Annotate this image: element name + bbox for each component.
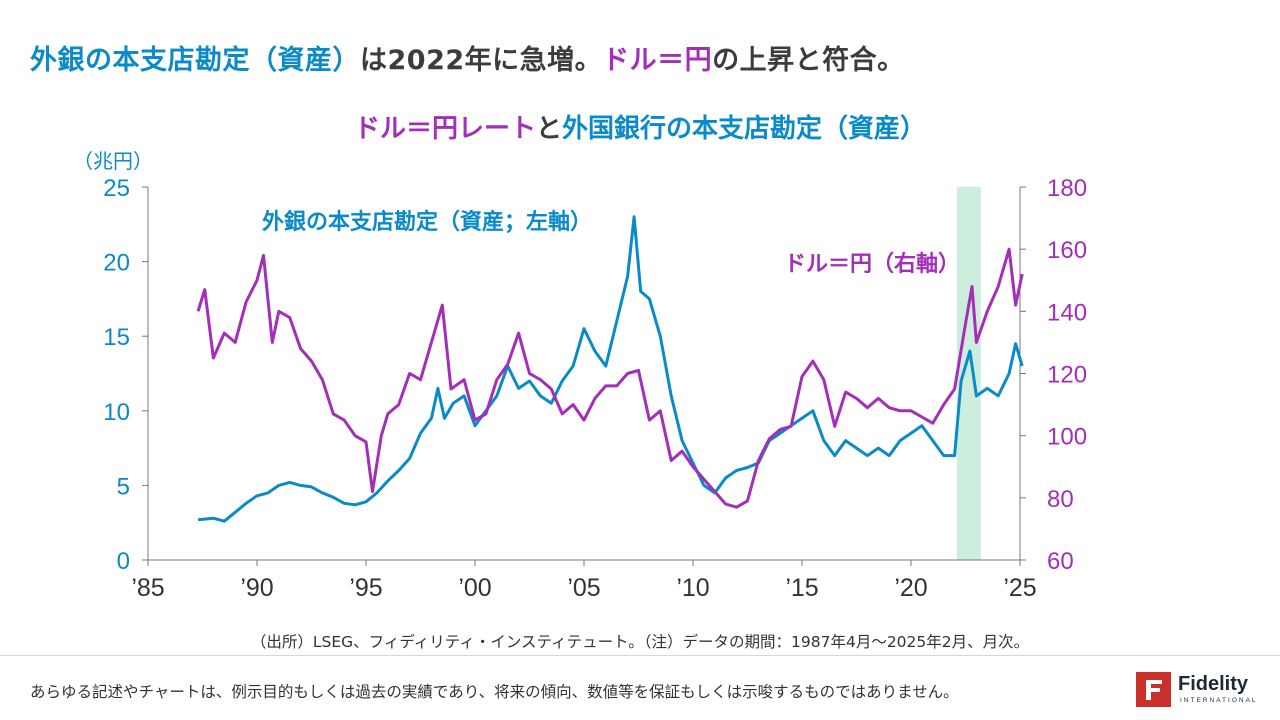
chart-title-part3: 外国銀行の本支店勘定（資産） — [562, 114, 927, 144]
chart-title-part1: ドル＝円レート — [353, 114, 536, 144]
chart: 0 5 10 15 20 25（兆円） 60 80 100 120 140 160 180 ’85 ’90 ’… — [73, 149, 1087, 602]
x-tick-label: ’00 — [458, 574, 491, 602]
chart-title-part2: と — [535, 114, 562, 144]
right-tick-label: 100 — [1047, 424, 1087, 451]
headline-part2: は2022年に急増。 — [360, 45, 603, 76]
logo-sub: INTERNATIONAL — [1180, 697, 1258, 704]
disclaimer: あらゆる記述やチャートは、例示目的もしくは過去の実績であり、将来の傾向、数値等を… — [30, 683, 959, 701]
chart-title: ドル＝円レートと外国銀行の本支店勘定（資産） — [0, 108, 1280, 145]
left-tick-label: 10 — [103, 399, 130, 426]
right-tick-label: 120 — [1047, 362, 1087, 389]
highlight-band — [956, 187, 981, 560]
logo-name: Fidelity — [1178, 673, 1249, 695]
right-tick-label: 60 — [1047, 548, 1074, 575]
headline-part4: の上昇と符合。 — [712, 45, 905, 76]
right-tick-label: 80 — [1047, 486, 1074, 513]
right-tick-label: 140 — [1047, 299, 1087, 326]
headline-part1: 外銀の本支店勘定（資産） — [30, 45, 360, 76]
headline: 外銀の本支店勘定（資産）は2022年に急増。ドル＝円の上昇と符合。 — [30, 38, 905, 77]
annotation-foreign-bank-assets: 外銀の本支店勘定（資産；左軸） — [262, 209, 592, 235]
x-tick-label: ’10 — [676, 574, 709, 602]
x-tick-label: ’20 — [894, 574, 927, 602]
left-tick-label: 0 — [117, 548, 130, 575]
fidelity-logo-icon — [1136, 672, 1171, 707]
left-tick-label: 25 — [103, 175, 130, 202]
series-line-usdjpy — [196, 247, 1024, 509]
right-tick-label: 160 — [1047, 237, 1087, 264]
x-tick-label: ’15 — [785, 574, 818, 602]
footer-divider — [0, 655, 1280, 656]
annotation-usdjpy: ドル＝円（右軸） — [784, 251, 960, 277]
right-tick-label: 180 — [1047, 175, 1087, 202]
x-tick-label: ’85 — [131, 574, 164, 602]
left-tick-label: 15 — [103, 324, 130, 351]
x-tick-label: ’05 — [567, 574, 600, 602]
left-tick-label: 5 — [117, 473, 130, 500]
fidelity-logo: Fidelity INTERNATIONAL — [1136, 670, 1266, 710]
headline-part3: ドル＝円 — [602, 45, 713, 76]
x-tick-label: ’90 — [240, 574, 273, 602]
left-tick-label: 20 — [103, 250, 130, 277]
left-axis-unit: （兆円） — [73, 149, 153, 173]
x-tick-label: ’95 — [349, 574, 382, 602]
source-note: （出所）LSEG、フィディリティ・インスティテュート。（注）データの期間：198… — [250, 633, 1030, 651]
x-tick-label: ’25 — [1003, 574, 1036, 602]
series-line-foreign-bank-assets — [197, 215, 1024, 523]
